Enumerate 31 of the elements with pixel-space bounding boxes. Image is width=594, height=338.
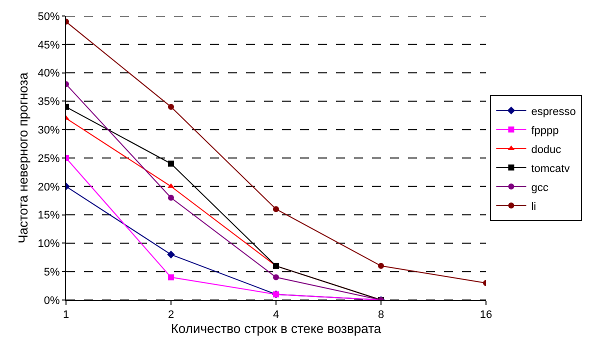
legend-label: doduc [531, 144, 562, 156]
legend-label: li [531, 200, 536, 213]
x-tick-label: 2 [168, 309, 174, 322]
point [273, 206, 279, 212]
point [168, 160, 174, 167]
y-tick-label: 5% [44, 266, 60, 278]
legend-label: gcc [531, 182, 549, 194]
y-tick-label: 45% [38, 39, 60, 52]
y-tick-label: 35% [38, 96, 60, 108]
y-tick-label: 10% [38, 238, 60, 250]
point [273, 274, 279, 280]
x-tick-label: 16 [480, 309, 492, 322]
legend-label: fpppp [531, 124, 559, 137]
point [168, 194, 174, 201]
point [378, 262, 384, 269]
legend-label: tomcatv [531, 162, 570, 175]
x-tick-label: 8 [378, 309, 384, 322]
x-tick-label: 1 [62, 309, 70, 322]
x-axis-title: Количество строк в стеке возврата [170, 321, 382, 336]
y-tick-label: 0% [44, 294, 60, 307]
legend-label: espresso [531, 106, 576, 118]
point [168, 274, 174, 280]
x-tick-label: 4 [272, 309, 280, 322]
y-tick-label: 20% [38, 181, 60, 194]
point [168, 104, 174, 110]
y-tick-label: 25% [38, 152, 60, 165]
y-tick-label: 40% [38, 68, 60, 80]
y-axis-title: Частота неверного прогноза [16, 72, 31, 244]
y-tick-label: 15% [38, 210, 60, 222]
y-tick-label: 50% [38, 10, 60, 23]
y-tick-label: 30% [38, 124, 60, 136]
